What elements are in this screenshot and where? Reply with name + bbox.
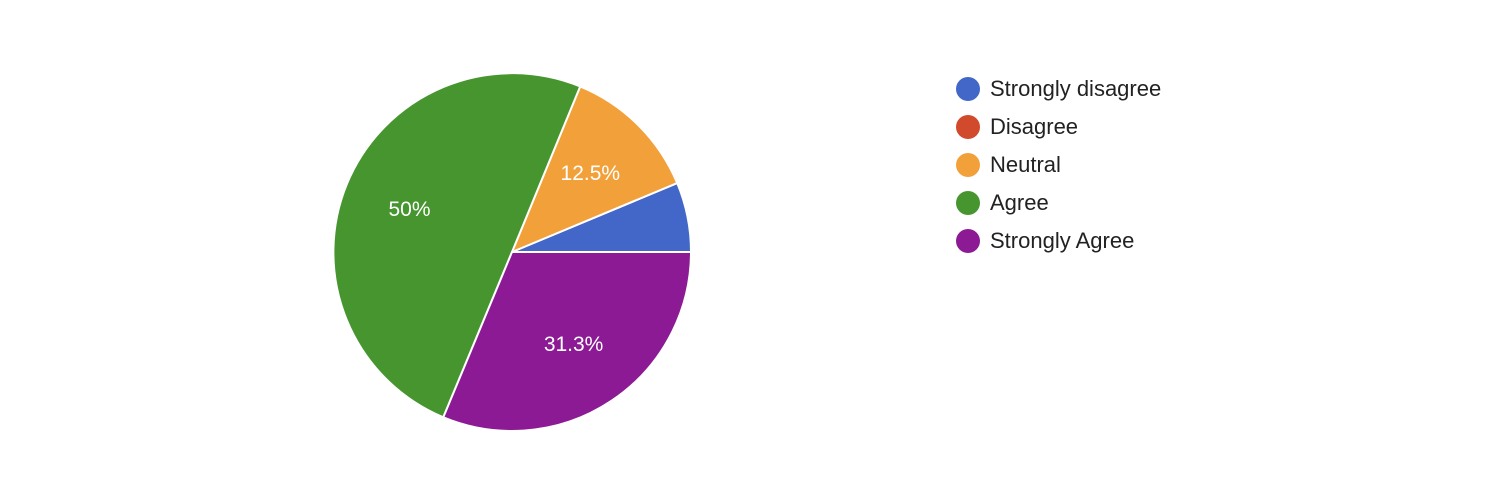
chart-legend: Strongly disagree Disagree Neutral Agree…: [956, 70, 1161, 260]
pie-label-agree: 50%: [388, 198, 430, 221]
pie-label-strongly-agree: 31.3%: [544, 333, 604, 356]
legend-item-neutral[interactable]: Neutral: [956, 146, 1161, 184]
pie-slice-strongly-agree[interactable]: [442, 251, 692, 432]
legend-item-strongly-agree[interactable]: Strongly Agree: [956, 222, 1161, 260]
legend-item-agree[interactable]: Agree: [956, 184, 1161, 222]
legend-swatch-neutral: [956, 153, 980, 177]
legend-label-neutral: Neutral: [990, 152, 1061, 177]
legend-swatch-agree: [956, 191, 980, 215]
pie-label-neutral: 12.5%: [561, 162, 621, 185]
legend-swatch-disagree: [956, 115, 980, 139]
legend-label-agree: Agree: [990, 190, 1049, 215]
pie-slice-neutral[interactable]: [511, 85, 679, 253]
legend-swatch-strongly-disagree: [956, 77, 980, 101]
legend-item-strongly-disagree[interactable]: Strongly disagree: [956, 70, 1161, 108]
legend-swatch-strongly-agree: [956, 229, 980, 253]
legend-label-disagree: Disagree: [990, 114, 1079, 139]
legend-label-strongly-disagree: Strongly disagree: [990, 76, 1162, 101]
legend-item-disagree[interactable]: Disagree: [956, 108, 1161, 146]
legend-label-strongly-agree: Strongly Agree: [990, 228, 1135, 253]
pie-slice-agree[interactable]: [332, 72, 582, 419]
